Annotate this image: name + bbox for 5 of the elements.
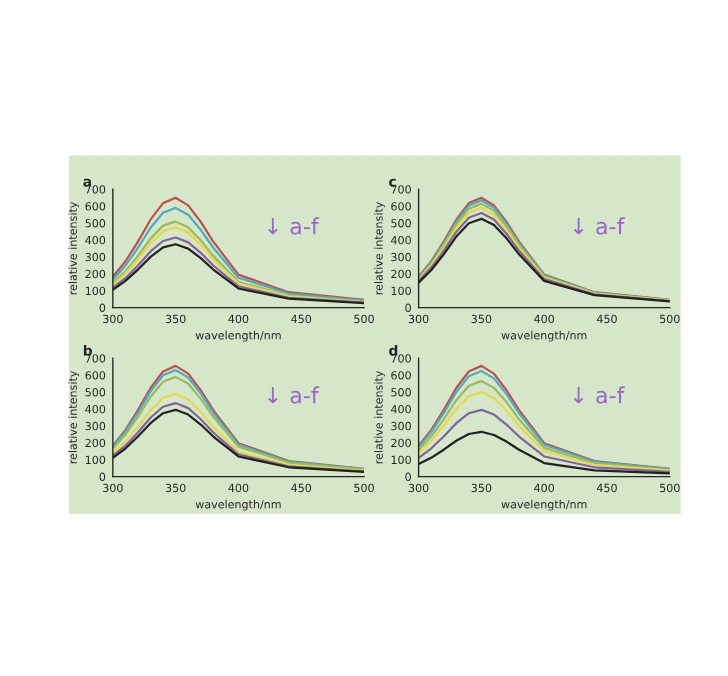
annotation: ↓ a-f <box>268 217 320 235</box>
annotation: ↓ a-f <box>268 386 320 404</box>
annotation: ↓ a-f <box>573 386 625 404</box>
annotation: ↓ a-f <box>573 217 625 235</box>
line-series <box>418 408 670 473</box>
